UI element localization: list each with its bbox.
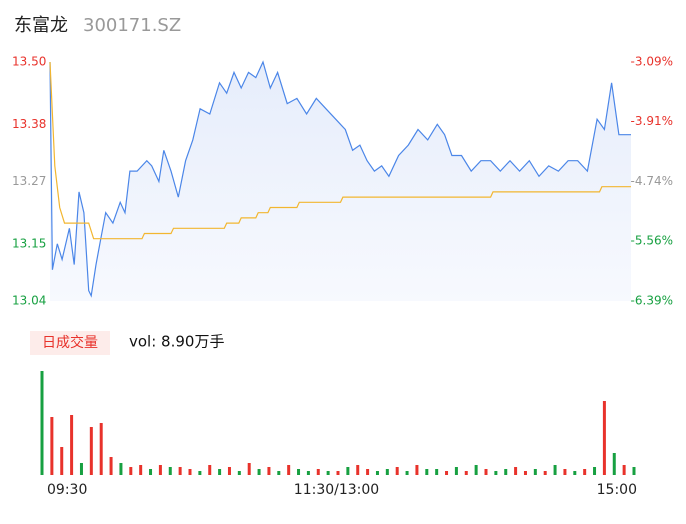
y2-tick-label: -4.74% xyxy=(631,174,673,188)
volume-bar xyxy=(316,469,320,475)
volume-bar xyxy=(563,469,567,475)
price-area xyxy=(50,62,631,301)
volume-bar xyxy=(158,465,162,475)
volume-bar xyxy=(375,471,379,475)
volume-bar xyxy=(366,469,370,475)
volume-bar xyxy=(287,465,291,475)
volume-bar xyxy=(543,471,547,475)
volume-bar xyxy=(573,471,577,475)
y2-tick-label: -3.09% xyxy=(631,55,673,69)
volume-bar xyxy=(533,469,537,475)
x-tick-label: 11:30/13:00 xyxy=(294,482,379,498)
y-tick-label: 13.38 xyxy=(12,117,46,131)
volume-bar xyxy=(168,467,172,475)
y-tick-label: 13.15 xyxy=(12,236,46,250)
volume-bar xyxy=(464,471,468,475)
volume-bar xyxy=(474,465,478,475)
volume-bar xyxy=(149,469,153,475)
volume-bar xyxy=(139,465,143,475)
volume-bar xyxy=(297,469,301,475)
x-tick-label: 15:00 xyxy=(597,482,637,498)
volume-bar xyxy=(593,467,597,475)
y2-tick-label: -5.56% xyxy=(631,233,673,247)
volume-bar xyxy=(415,465,419,475)
volume-bar xyxy=(99,423,103,475)
y-tick-label: 13.04 xyxy=(12,294,46,308)
volume-bar xyxy=(267,467,271,475)
volume-bar xyxy=(257,469,261,475)
volume-bar xyxy=(306,471,310,475)
volume-bar xyxy=(395,467,399,475)
volume-bar xyxy=(129,467,133,475)
volume-bar xyxy=(514,467,518,475)
average-line xyxy=(49,61,631,240)
volume-bar xyxy=(425,469,429,475)
volume-bar xyxy=(494,471,498,475)
volume-bar xyxy=(583,469,587,475)
volume-bar xyxy=(523,471,527,475)
volume-bar xyxy=(70,415,74,475)
y2-tick-label: -3.91% xyxy=(631,114,673,128)
y-tick-label: 13.27 xyxy=(12,174,46,188)
volume-bar xyxy=(553,465,557,475)
volume-bar xyxy=(208,465,212,475)
volume-bar xyxy=(454,467,458,475)
volume-bar xyxy=(79,463,83,475)
volume-badge xyxy=(30,331,110,355)
volume-total: vol: 8.90万手 xyxy=(129,333,224,351)
volume-bar xyxy=(237,471,241,475)
volume-label: 日成交量 xyxy=(42,334,98,351)
volume-bar xyxy=(622,465,626,475)
volume-bar xyxy=(602,401,606,475)
volume-bar xyxy=(336,471,340,475)
volume-bar xyxy=(50,417,54,475)
volume-bar xyxy=(612,453,616,475)
volume-bar xyxy=(247,463,251,475)
y2-tick-label: -6.39% xyxy=(631,294,673,308)
volume-bar xyxy=(356,465,360,475)
stock-name: 东富龙 xyxy=(14,15,68,36)
stock-code: 300171.SZ xyxy=(83,15,181,36)
volume-bar xyxy=(277,471,281,475)
volume-bar xyxy=(60,447,64,475)
volume-bar xyxy=(632,467,636,475)
volume-bar xyxy=(218,469,222,475)
volume-bar xyxy=(109,457,113,475)
volume-bar xyxy=(504,469,508,475)
volume-bar xyxy=(188,469,192,475)
volume-bar xyxy=(326,471,330,475)
x-tick-label: 09:30 xyxy=(47,482,87,498)
volume-bar xyxy=(119,463,123,475)
volume-bar xyxy=(227,467,231,475)
y-tick-label: 13.50 xyxy=(12,55,46,69)
volume-bar xyxy=(89,427,93,475)
volume-bar xyxy=(346,467,350,475)
volume-bar xyxy=(435,469,439,475)
volume-bar xyxy=(385,469,389,475)
volume-bar xyxy=(178,467,182,475)
volume-bar xyxy=(405,471,409,475)
volume-bar xyxy=(40,371,44,475)
volume-bar xyxy=(198,471,202,475)
volume-bar xyxy=(445,471,449,475)
price-line xyxy=(49,60,631,298)
volume-bar xyxy=(484,469,488,475)
